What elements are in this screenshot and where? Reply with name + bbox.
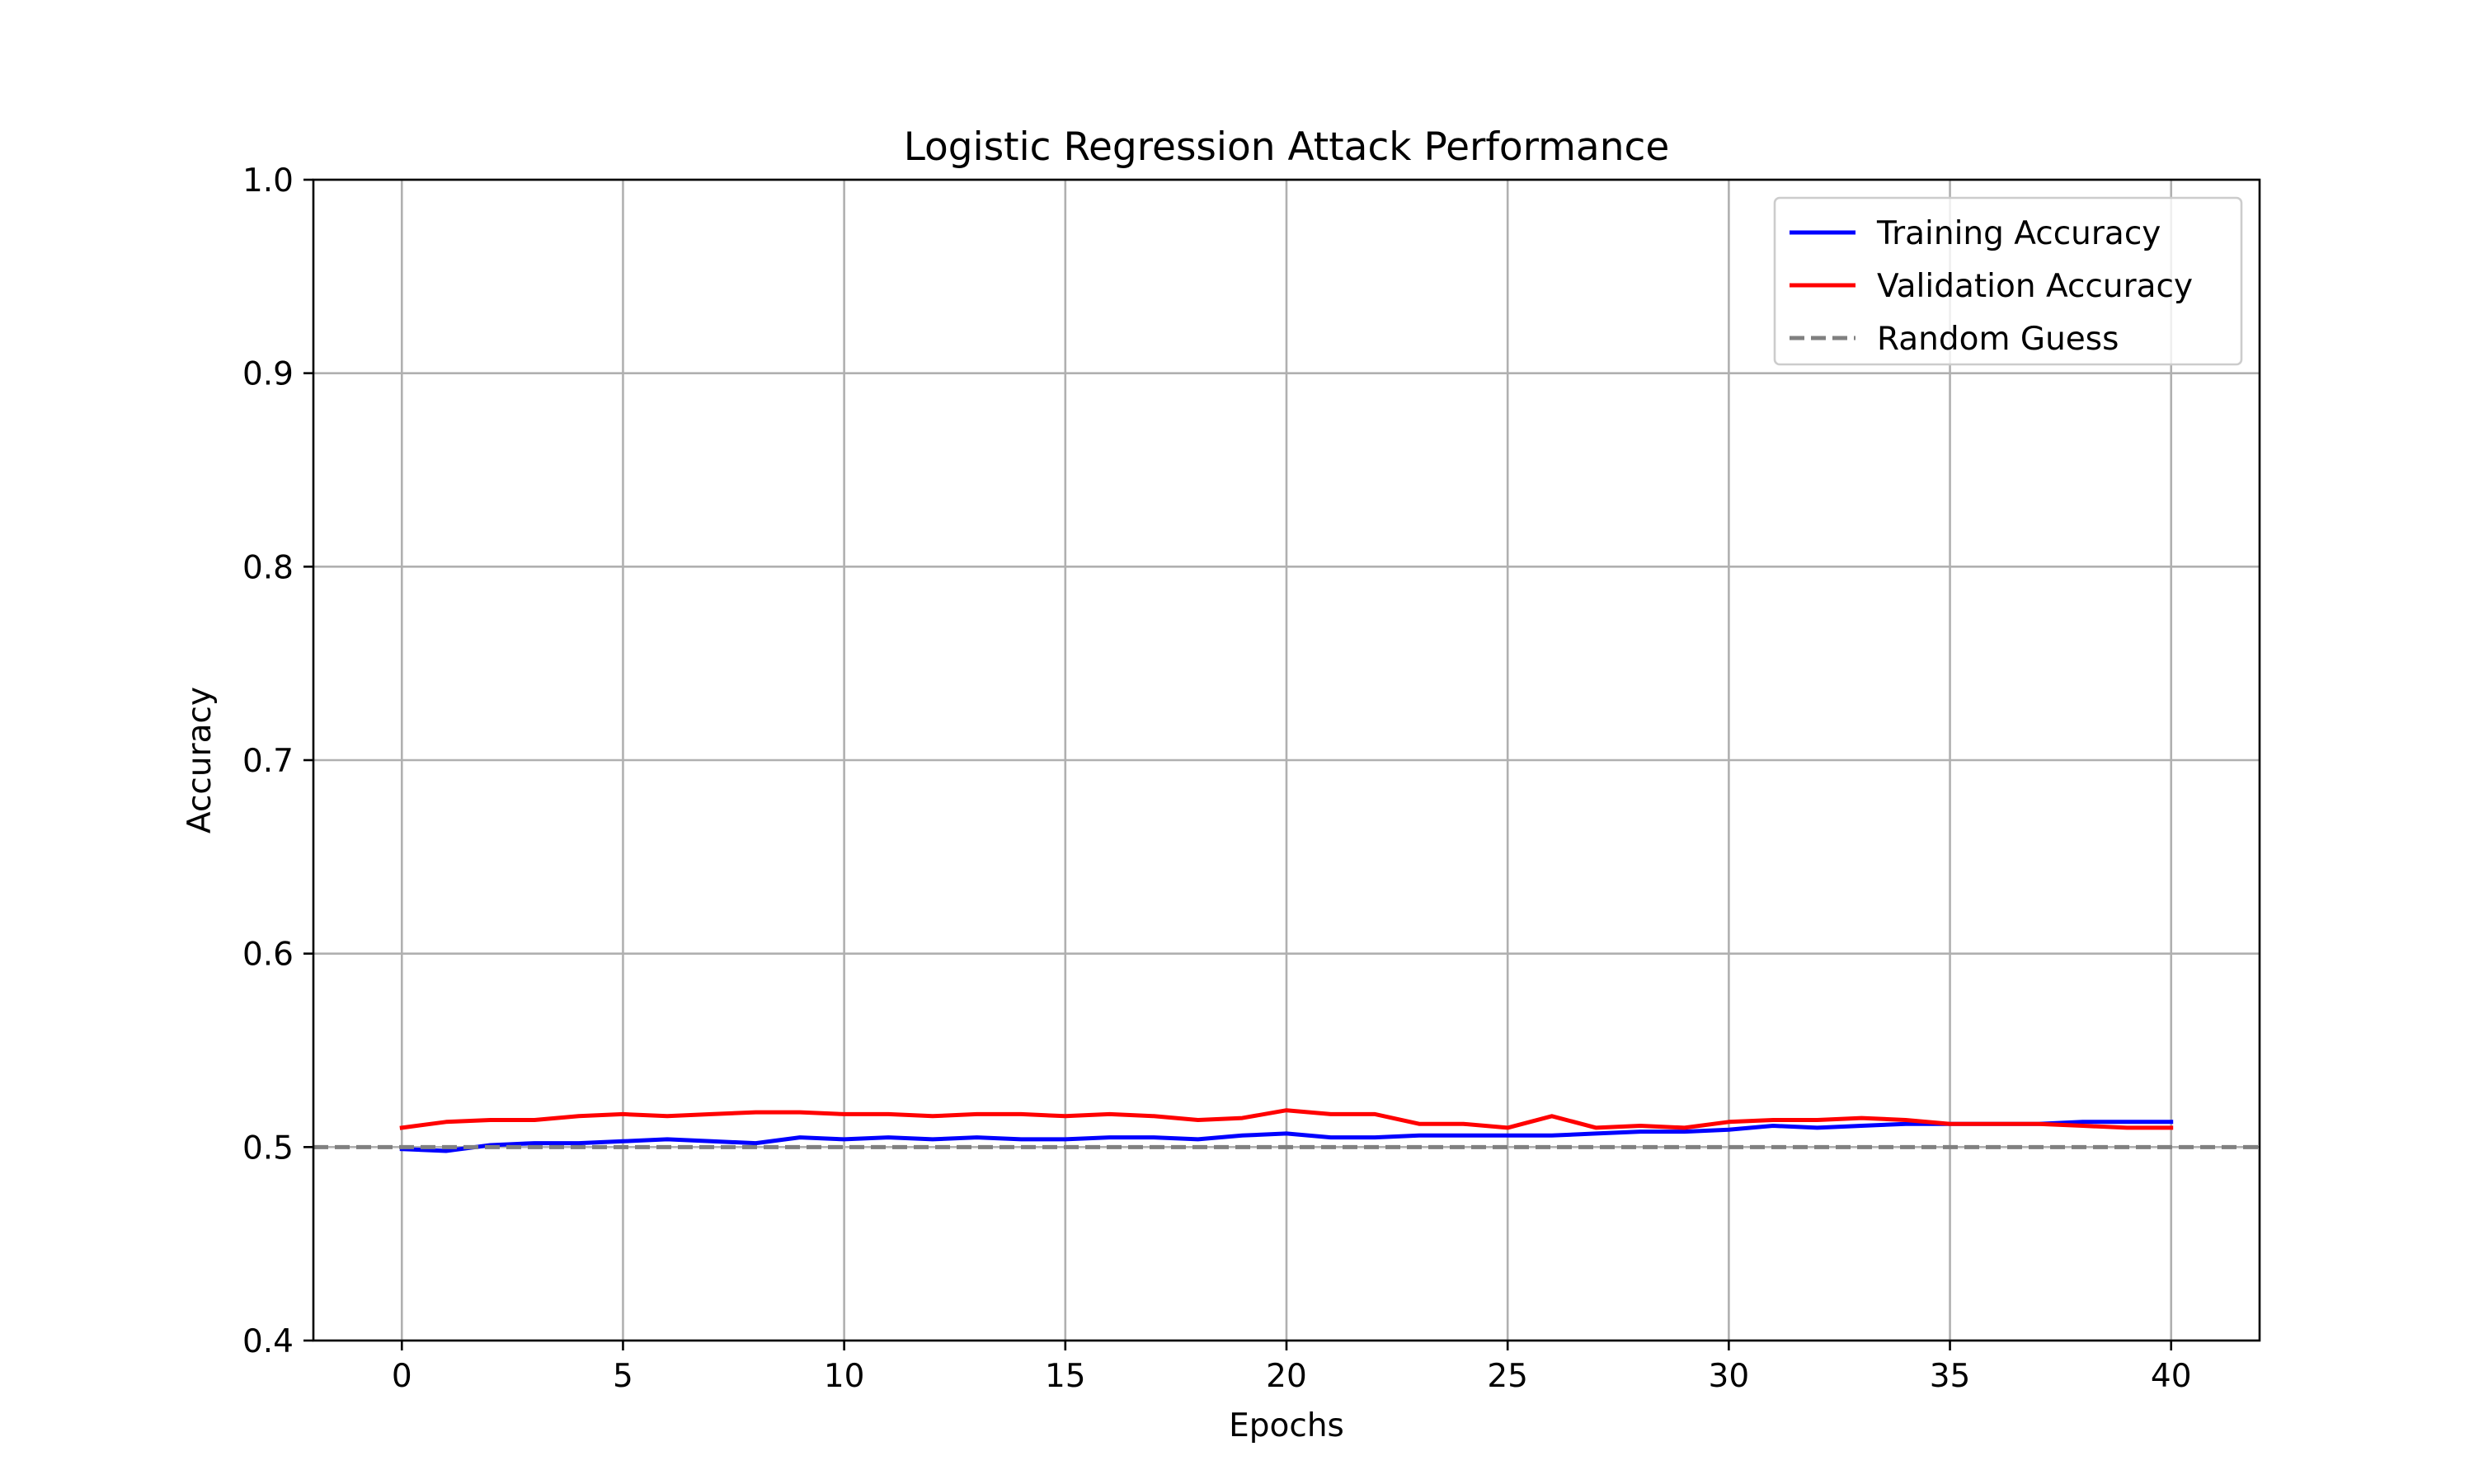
legend-label-random-guess: Random Guess [1877, 321, 2119, 358]
legend-label-validation-accuracy: Validation Accuracy [1877, 268, 2193, 305]
training-accuracy-line [399, 1120, 2174, 1153]
y-tick-label: 0.6 [242, 937, 294, 974]
x-tick-label: 30 [1709, 1358, 1750, 1395]
legend: Training Accuracy Validation Accuracy Rand… [1773, 196, 2243, 366]
y-tick-label: 0.5 [242, 1129, 294, 1167]
y-tick-label: 1.0 [242, 162, 294, 200]
x-tick-label: 0 [392, 1358, 412, 1395]
legend-label-training-accuracy: Training Accuracy [1876, 215, 2161, 252]
y-tick-label: 0.4 [242, 1323, 294, 1360]
x-tick-label: 35 [1930, 1358, 1971, 1395]
y-tick-label: 0.9 [242, 356, 294, 393]
series-layer [313, 1108, 2260, 1153]
x-axis-label: Epochs [1229, 1407, 1344, 1444]
x-tick-label: 20 [1266, 1358, 1307, 1395]
x-tick-label: 15 [1045, 1358, 1086, 1395]
validation-accuracy-line [399, 1108, 2174, 1130]
x-tick-label: 25 [1487, 1358, 1528, 1395]
y-tick-label: 0.7 [242, 743, 294, 780]
x-tick-label: 10 [824, 1358, 865, 1395]
legend-box [1773, 196, 2243, 366]
chart-title: Logistic Regression Attack Performance [904, 124, 1670, 170]
ticks: 0 5 10 15 20 25 30 35 40 0.4 0.5 0.6 0.7 0.8 0.9 1.0 [242, 162, 2192, 1395]
x-tick-label: 5 [613, 1358, 633, 1395]
y-axis-label: Accuracy [181, 687, 219, 834]
y-tick-label: 0.8 [242, 549, 294, 586]
x-tick-label: 40 [2151, 1358, 2192, 1395]
